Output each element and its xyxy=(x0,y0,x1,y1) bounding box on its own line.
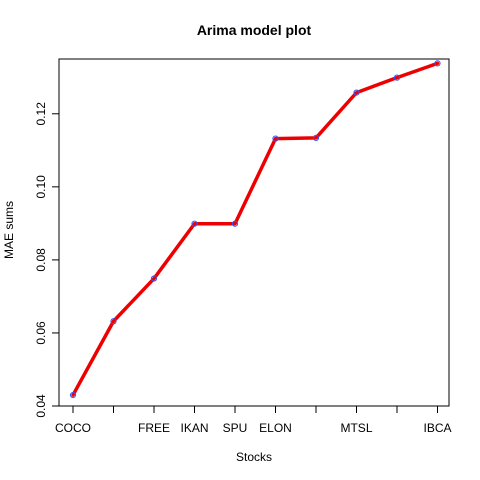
data-point xyxy=(353,89,360,96)
x-tick-label: MTSL xyxy=(340,421,372,435)
data-point xyxy=(191,220,198,227)
series-line xyxy=(71,61,440,397)
data-point xyxy=(231,220,239,227)
x-tick-label: IKAN xyxy=(180,421,208,435)
data-point xyxy=(272,135,279,142)
x-tick-label: ELON xyxy=(259,421,292,435)
data-point xyxy=(312,134,320,141)
y-axis: 0.04 0.06 0.08 0.10 0.12 xyxy=(34,102,60,418)
data-point xyxy=(434,60,441,67)
x-axis-label: Stocks xyxy=(236,450,272,464)
x-tick-label: IBCA xyxy=(423,421,451,435)
series-line-group xyxy=(71,61,440,397)
y-tick-label: 0.06 xyxy=(34,321,48,345)
x-tick-label: COCO xyxy=(55,421,91,435)
y-axis-label: MAE sums xyxy=(2,201,16,259)
chart-title: Arima model plot xyxy=(197,22,312,38)
y-tick-label: 0.08 xyxy=(34,248,48,272)
data-point xyxy=(69,391,77,399)
data-point xyxy=(150,275,158,282)
y-tick-label: 0.12 xyxy=(34,102,48,126)
x-tick-label: SPU xyxy=(223,421,248,435)
x-axis: COCO FREE IKAN SPU ELON MTSL IBCA xyxy=(55,405,452,435)
data-point xyxy=(393,74,401,81)
y-tick-label: 0.10 xyxy=(34,175,48,199)
y-tick-label: 0.04 xyxy=(34,394,48,418)
data-point xyxy=(110,318,117,325)
data-points-group xyxy=(69,60,441,399)
x-tick-label: FREE xyxy=(138,421,170,435)
plot-frame xyxy=(58,58,450,407)
